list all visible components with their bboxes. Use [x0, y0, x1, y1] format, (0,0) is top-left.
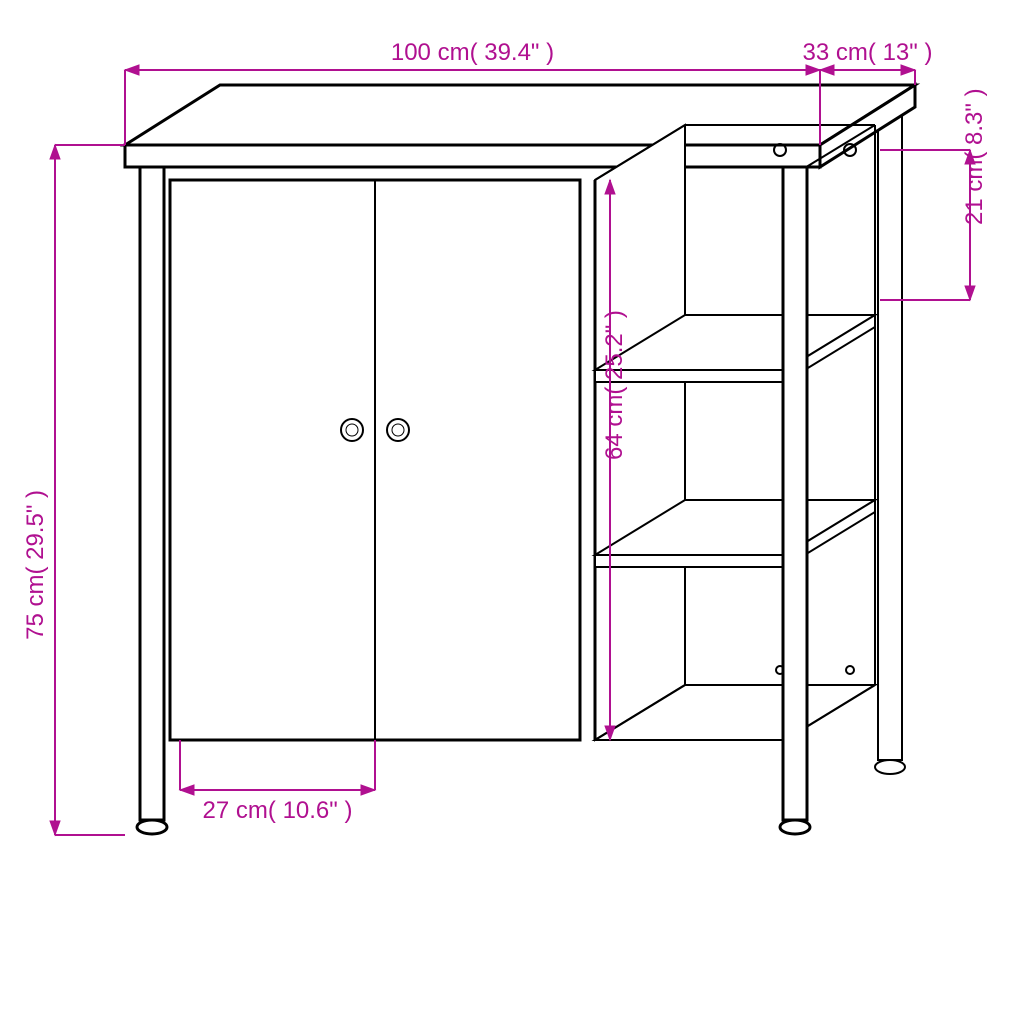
svg-text:27 cm( 10.6" ): 27 cm( 10.6" ): [203, 797, 353, 824]
svg-text:100 cm( 39.4" ): 100 cm( 39.4" ): [391, 39, 554, 66]
svg-text:75 cm( 29.5" ): 75 cm( 29.5" ): [22, 490, 49, 640]
svg-text:33 cm( 13" ): 33 cm( 13" ): [803, 39, 933, 66]
svg-text:64 cm( 25.2" ): 64 cm( 25.2" ): [601, 310, 628, 460]
svg-text:21 cm( 8.3" ): 21 cm( 8.3" ): [961, 88, 988, 225]
